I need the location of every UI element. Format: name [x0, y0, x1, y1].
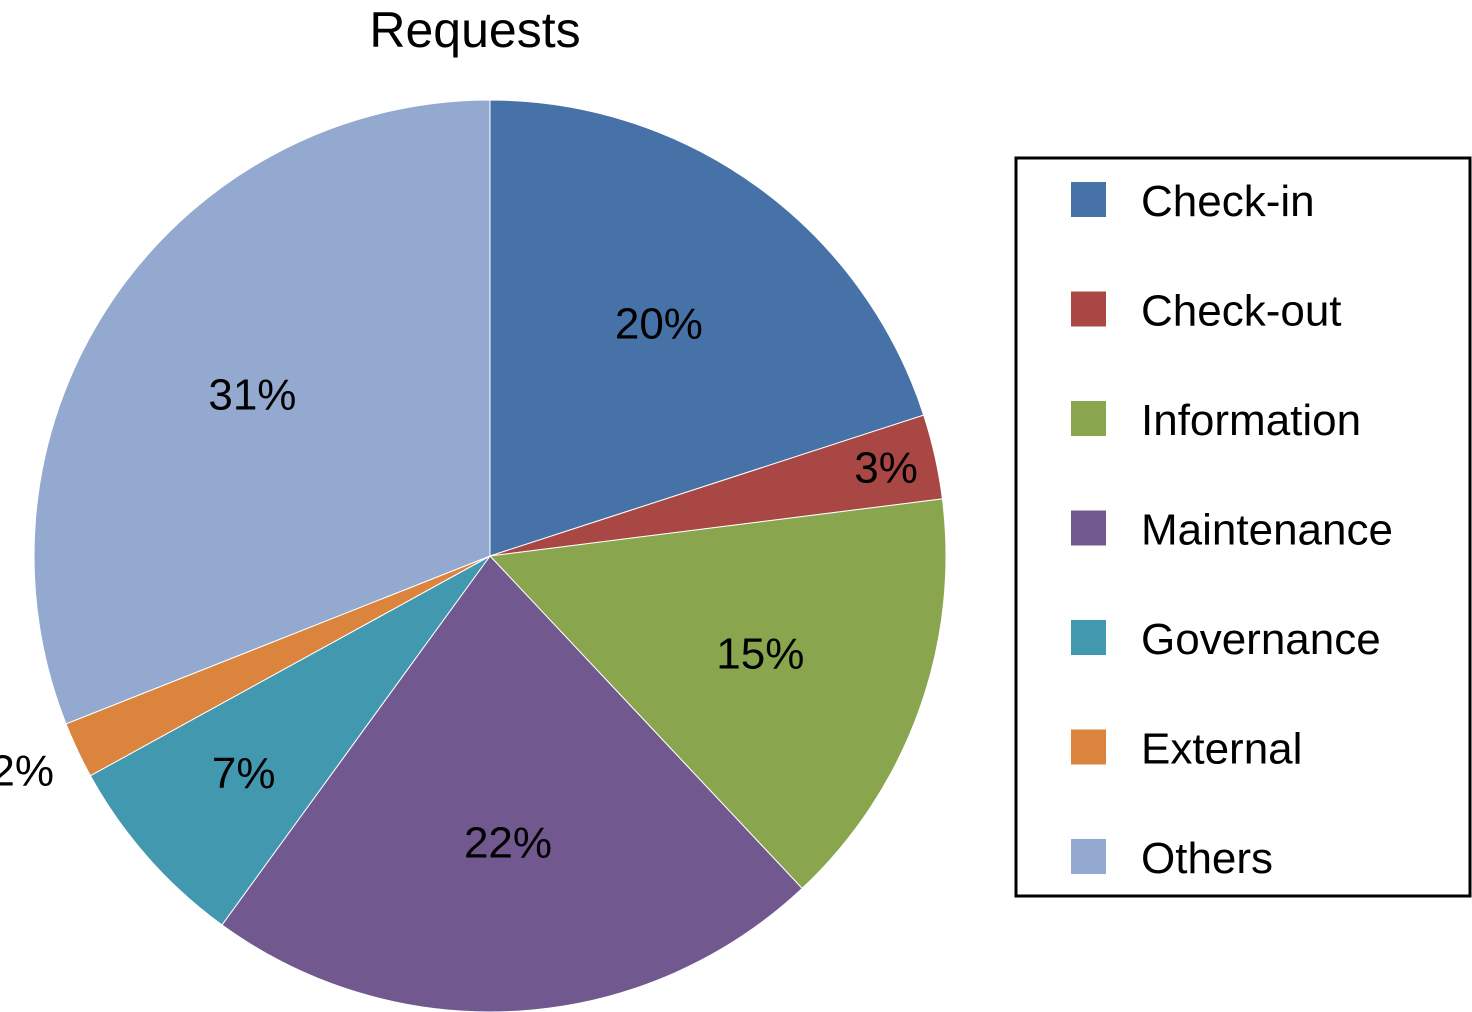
legend-swatch-information [1071, 401, 1106, 436]
pie-slice-maintenance [221, 555, 803, 1012]
legend-swatch-maintenance [1071, 510, 1106, 546]
legend-swatch-check-out [1071, 291, 1106, 327]
data-label-information: 15% [716, 629, 804, 678]
legend-label-others: Others [1141, 834, 1273, 883]
data-label-others: 31% [208, 371, 296, 420]
chart-title: Requests [369, 2, 580, 58]
legend-label-check-in: Check-in [1141, 177, 1315, 226]
legend: Check-in Check-out Information Maintenance G… [1014, 156, 1472, 898]
legend-swatch-others [1071, 839, 1106, 874]
slice-labels: 20% 3% 15% 22% 7% 2% 31% [0, 300, 918, 868]
pie-slices [33, 99, 947, 1012]
legend-label-maintenance: Maintenance [1141, 506, 1393, 555]
pie-slice-check-in [489, 99, 925, 557]
legend-label-information: Information [1141, 396, 1361, 445]
legend-label-external: External [1141, 725, 1302, 774]
data-label-governance: 7% [212, 749, 276, 798]
legend-swatch-governance [1071, 620, 1106, 655]
pie-slice-information [488, 498, 947, 890]
pie-slice-governance [89, 555, 491, 926]
data-label-external: 2% [0, 747, 54, 796]
legend-label-check-out: Check-out [1141, 287, 1342, 336]
legend-swatch-external [1071, 729, 1106, 765]
legend-label-governance: Governance [1141, 615, 1381, 664]
pie-slice-others [33, 99, 491, 725]
data-label-check-out: 3% [854, 444, 918, 493]
data-label-check-in: 20% [615, 300, 703, 349]
data-label-maintenance: 22% [464, 819, 552, 868]
legend-swatch-check-in [1071, 182, 1106, 217]
